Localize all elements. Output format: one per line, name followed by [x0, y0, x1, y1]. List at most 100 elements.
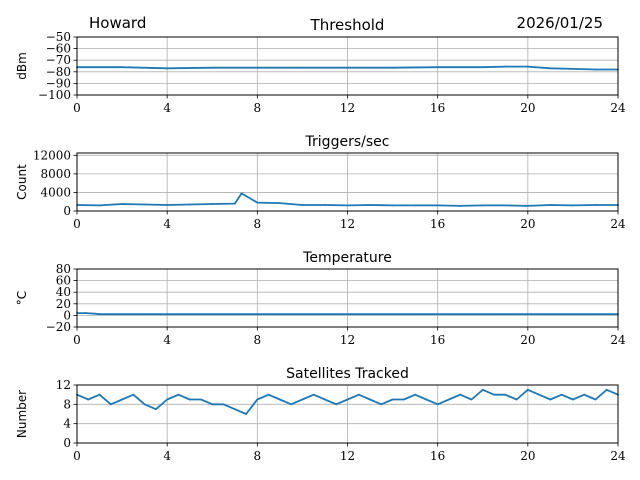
- y-tick-label: −20: [46, 320, 71, 334]
- data-point: [481, 204, 484, 207]
- y-axis-label: dBm: [15, 52, 29, 80]
- x-tick-label: 0: [73, 101, 81, 115]
- chart-title: Temperature: [302, 250, 392, 266]
- data-point: [166, 204, 169, 206]
- data-point: [549, 398, 552, 401]
- data-point: [391, 398, 394, 401]
- x-tick-label: 20: [520, 449, 535, 463]
- data-point: [188, 203, 191, 206]
- y-tick-label: −50: [46, 30, 71, 44]
- data-point: [526, 388, 529, 391]
- data-point: [233, 408, 236, 411]
- data-point: [324, 204, 326, 206]
- x-tick-label: 24: [610, 449, 626, 463]
- data-point: [245, 413, 247, 415]
- y-tick-label: −80: [46, 65, 71, 79]
- x-tick-label: 12: [340, 101, 355, 115]
- data-point: [301, 398, 304, 401]
- data-point: [121, 66, 123, 69]
- series-line: [77, 65, 618, 71]
- data-point: [177, 393, 180, 396]
- data-point: [391, 66, 394, 69]
- data-point: [87, 398, 90, 401]
- x-tick-label: 4: [163, 217, 171, 231]
- data-point: [402, 398, 405, 401]
- data-point: [493, 393, 495, 396]
- data-point: [391, 204, 394, 207]
- x-tick-label: 12: [340, 449, 355, 463]
- data-point: [98, 204, 101, 207]
- data-point: [448, 398, 450, 401]
- x-tick-label: 8: [254, 449, 262, 463]
- data-point: [278, 202, 281, 205]
- data-point: [459, 204, 462, 207]
- data-point: [369, 398, 371, 401]
- data-point: [94, 312, 96, 315]
- data-point: [121, 203, 123, 205]
- data-point: [166, 313, 169, 316]
- data-point: [526, 65, 529, 68]
- x-tick-label: 16: [430, 101, 445, 115]
- data-point: [357, 393, 360, 396]
- y-tick-label: 12: [56, 378, 71, 392]
- station-name: Howard: [89, 14, 146, 32]
- y-axis-label: Number: [15, 390, 29, 438]
- x-tick-label: 12: [340, 217, 355, 231]
- chart-title: Threshold: [310, 16, 385, 34]
- data-point: [526, 313, 529, 316]
- data-point: [504, 204, 507, 207]
- y-tick-label: −90: [46, 76, 71, 90]
- x-tick-label: 8: [254, 217, 262, 231]
- x-tick-label: 16: [430, 449, 445, 463]
- y-axis-label: Count: [15, 164, 29, 200]
- data-point: [346, 204, 349, 207]
- data-point: [98, 313, 101, 316]
- data-point: [312, 393, 315, 396]
- x-tick-label: 4: [163, 449, 171, 463]
- x-tick-label: 24: [610, 101, 626, 115]
- data-point: [211, 403, 214, 406]
- x-tick-label: 0: [73, 449, 81, 463]
- data-point: [605, 388, 608, 391]
- series-line: [76, 192, 618, 207]
- y-tick-label: 8000: [40, 167, 71, 181]
- data-point: [425, 398, 428, 401]
- data-point: [188, 398, 191, 401]
- series-line: [77, 312, 618, 316]
- x-tick-label: 4: [163, 333, 171, 347]
- data-point: [166, 398, 169, 401]
- data-point: [414, 204, 417, 207]
- data-point: [369, 204, 371, 206]
- x-tick-label: 4: [163, 101, 171, 115]
- data-point: [143, 203, 146, 206]
- data-point: [256, 66, 259, 69]
- data-point: [240, 192, 243, 195]
- data-point: [481, 388, 484, 391]
- chart-panel-4: 0 4 8 12 16 20 24 0 4 8 12 Satellites Tracked Number: [15, 366, 626, 463]
- data-point: [436, 204, 439, 207]
- data-point: [436, 313, 439, 316]
- chart-title: Triggers/sec: [305, 134, 390, 150]
- y-tick-label: 4: [63, 417, 71, 431]
- data-point: [346, 398, 349, 401]
- data-point: [301, 204, 304, 206]
- data-point: [346, 66, 349, 69]
- data-point: [256, 398, 259, 401]
- chart-panel-2: 0 4 8 12 16 20 24 0 4000 8000 12000 Triggers/sec Cou…: [15, 134, 626, 231]
- data-point: [290, 403, 293, 406]
- data-point: [470, 398, 473, 401]
- data-point: [549, 67, 552, 70]
- y-tick-label: 8: [63, 397, 71, 411]
- data-point: [98, 393, 101, 396]
- data-point: [481, 66, 484, 69]
- data-point: [335, 403, 338, 406]
- y-tick-label: 4000: [40, 185, 71, 199]
- x-tick-label: 24: [610, 333, 626, 347]
- x-tick-label: 0: [73, 217, 81, 231]
- data-point: [267, 393, 270, 396]
- data-point: [256, 201, 259, 204]
- data-point: [154, 408, 157, 411]
- data-point: [572, 398, 574, 401]
- data-point: [380, 403, 383, 406]
